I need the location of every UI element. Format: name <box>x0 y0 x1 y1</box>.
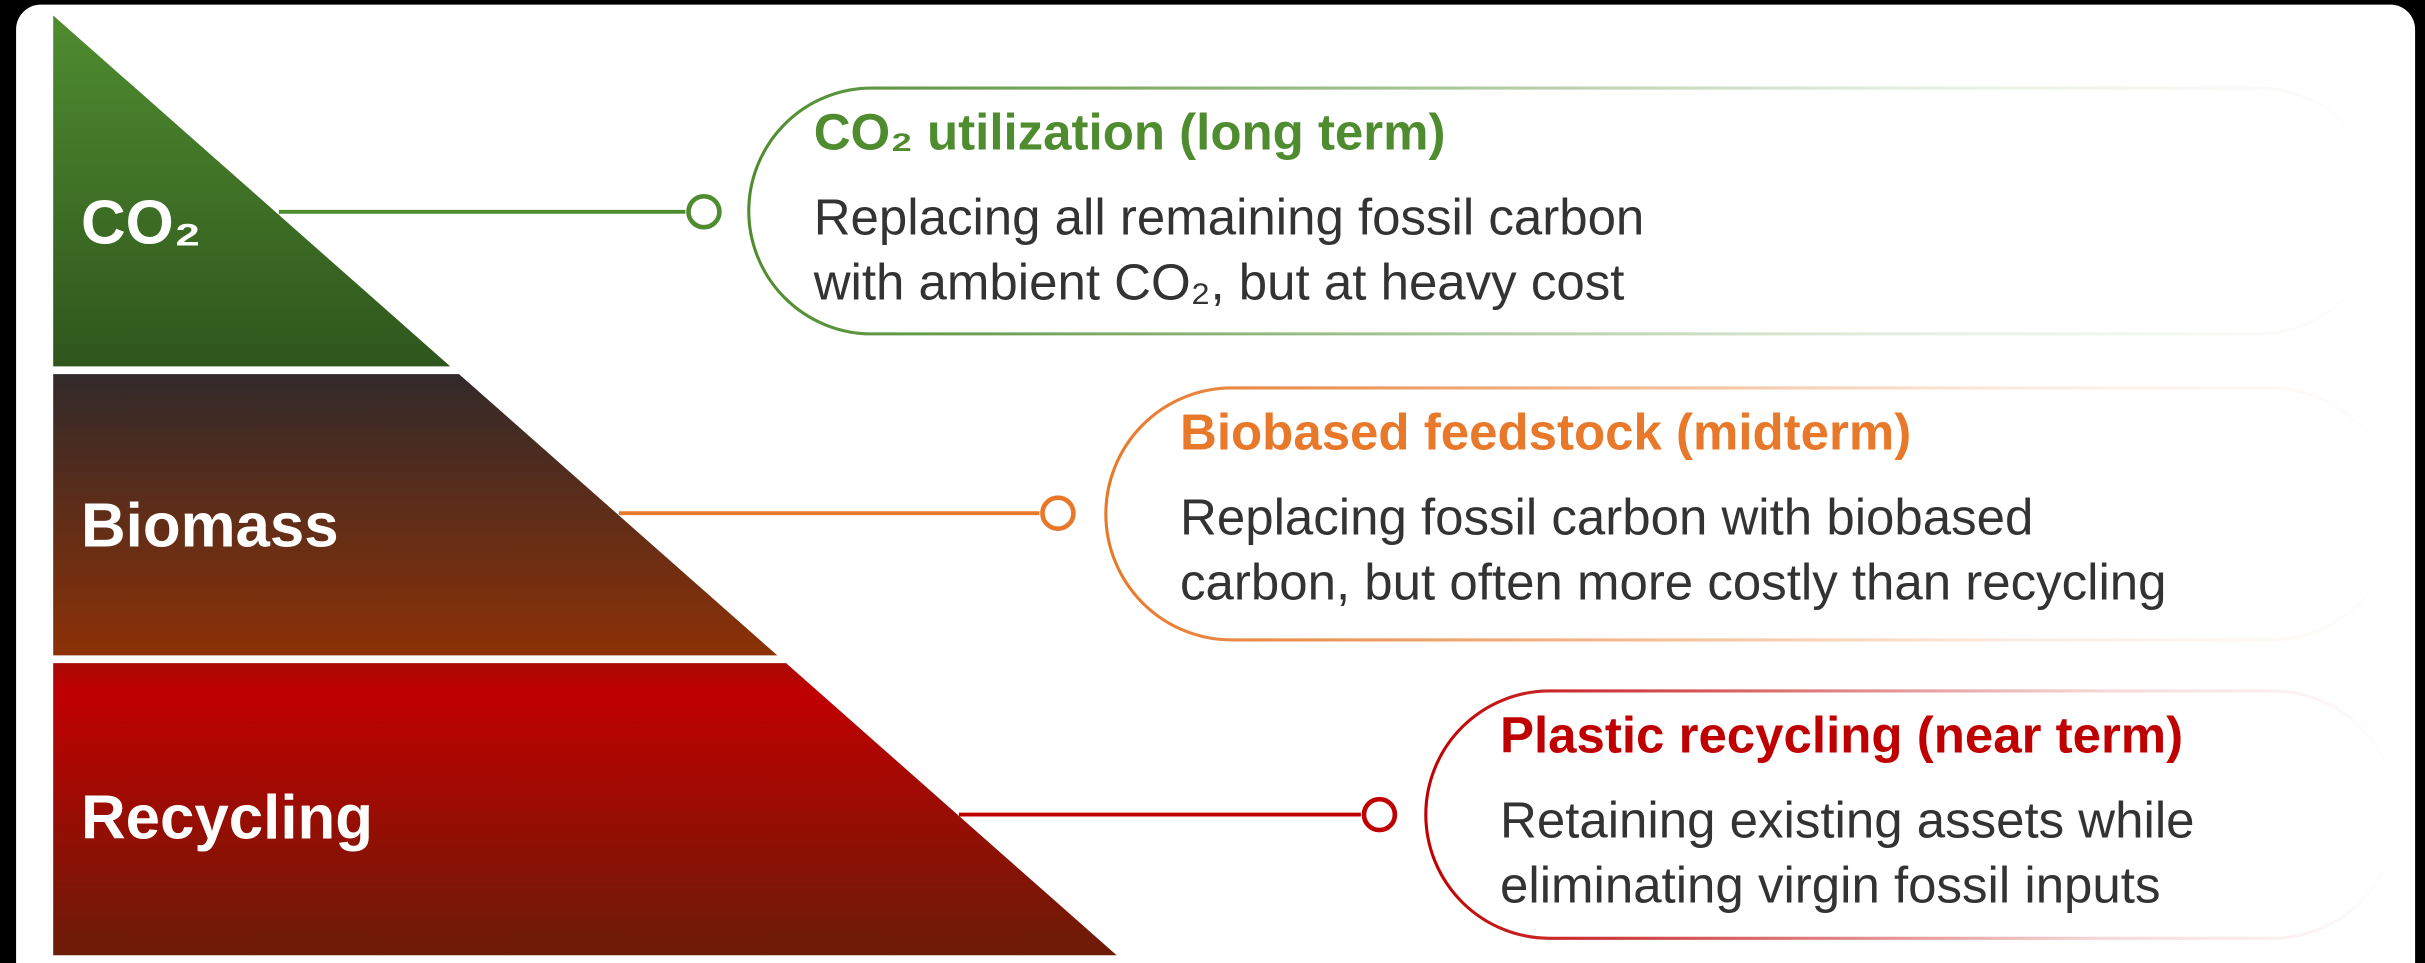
callout-heading: CO₂ utilization (long term) <box>814 103 1446 160</box>
connector-dot <box>1361 796 1398 833</box>
tier-label: Biomass <box>81 492 339 561</box>
callout-text: eliminating virgin fossil inputs <box>1500 856 2160 913</box>
callout-text: with ambient CO₂, but at heavy cost <box>813 253 1625 310</box>
pyramid-tier <box>53 663 1117 956</box>
callout <box>1104 386 2399 642</box>
callout-heading: Plastic recycling (near term) <box>1500 706 2183 763</box>
callout <box>747 86 2383 336</box>
connector-dot <box>1040 495 1076 531</box>
callout-text: carbon, but often more costly than recyc… <box>1180 553 2167 610</box>
callout <box>1424 689 2399 940</box>
pyramid-tier <box>53 374 778 656</box>
tier-label: CO₂ <box>81 189 201 258</box>
pyramid-tier <box>53 15 451 367</box>
tier-label: Recycling <box>81 784 373 853</box>
callout-text: Retaining existing assets while <box>1500 791 2195 848</box>
callout-text: Replacing fossil carbon with biobased <box>1180 488 2033 545</box>
callout-heading: Biobased feedstock (midterm) <box>1180 403 1911 460</box>
connector-dot <box>686 193 722 230</box>
callout-text: Replacing all remaining fossil carbon <box>814 189 1645 246</box>
